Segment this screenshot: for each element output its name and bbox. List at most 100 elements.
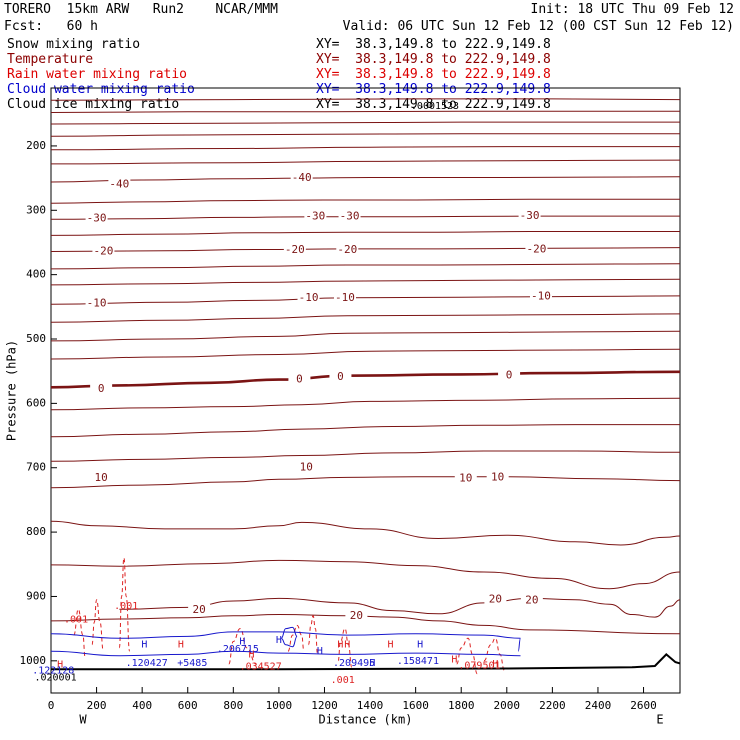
- legend-cloud-ice-name: Cloud ice mixing ratio: [7, 97, 180, 112]
- x-tick-label: 0: [48, 699, 55, 712]
- isotherm-line: [50, 559, 681, 590]
- y-tick-label: 900: [26, 589, 46, 602]
- cloud-water-contour: [50, 631, 521, 652]
- x-tick-label: 1000: [266, 699, 293, 712]
- isotherm-label: 20: [350, 609, 363, 622]
- contour-label-bg: [529, 290, 552, 303]
- rain-contour: [337, 628, 353, 668]
- snow-label: .020001: [34, 673, 76, 684]
- x-tick-label: 800: [223, 699, 243, 712]
- isotherm-line: [50, 230, 680, 236]
- x-tick-label: 2600: [630, 699, 657, 712]
- rain-contour: [118, 557, 131, 652]
- isotherm-line: [50, 146, 680, 151]
- isotherm-line: [50, 215, 680, 220]
- contour-label-bg: [108, 178, 131, 191]
- valid-time: Valid: 06 UTC Sun 12 Feb 12 (00 CST Sun …: [342, 19, 734, 34]
- isotherm-label: 20: [489, 593, 502, 606]
- rain-contour: [456, 637, 478, 675]
- contour-label-bg: [498, 369, 521, 382]
- rain-label: H: [337, 640, 343, 651]
- contour-label-bg: [297, 291, 320, 304]
- isotherm-label: -40: [292, 171, 312, 184]
- legend-snow-name: Snow mixing ratio: [7, 37, 141, 52]
- rain-label: H: [388, 640, 394, 651]
- cloud-water-label: .158471: [397, 656, 439, 667]
- isotherm-line: [50, 330, 681, 342]
- isotherm-label: -30: [340, 210, 360, 223]
- isotherm-line: [50, 520, 681, 546]
- contour-label-bg: [90, 472, 113, 485]
- contour-label-bg: [295, 461, 318, 474]
- contour-label-bg: [188, 603, 211, 616]
- contour-label-bg: [338, 210, 361, 223]
- isotherm-line: [50, 397, 681, 411]
- isotherm-label: -20: [285, 243, 305, 256]
- x-tick-label: 200: [87, 699, 107, 712]
- legend-cloud-ice-xy: XY= 38.3,149.8 to 222.9,149.8: [316, 97, 551, 112]
- x-tick-label: 1200: [311, 699, 338, 712]
- rain-label: H: [249, 649, 255, 660]
- y-tick-label: 800: [26, 525, 46, 538]
- init-time: Init: 18 UTC Thu 09 Feb 12: [530, 2, 735, 17]
- isotherm-line: [50, 450, 681, 462]
- x-tick-label: 2400: [585, 699, 612, 712]
- x-tick-label: 400: [132, 699, 152, 712]
- isotherm-label: 10: [95, 471, 108, 484]
- isotherm-label: 10: [491, 470, 504, 483]
- legend-cloud-water-xy: XY= 38.3,149.8 to 222.9,149.8: [316, 82, 551, 97]
- isotherm-label: 10: [459, 472, 472, 485]
- cloud-water-label: H: [417, 640, 423, 651]
- isotherm-label: -10: [531, 290, 551, 303]
- cloud-water-label: .122128: [32, 665, 74, 676]
- y-tick-label: 600: [26, 396, 46, 409]
- cloud-water-label: H: [317, 646, 323, 657]
- y-tick-label: 700: [26, 461, 46, 474]
- contour-label-bg: [520, 594, 543, 607]
- contour-label-bg: [486, 471, 509, 484]
- x-tick-label: 1400: [357, 699, 384, 712]
- legend-snow-xy: XY= 38.3,149.8 to 222.9,149.8: [316, 37, 551, 52]
- isotherm-label: -10: [299, 291, 319, 304]
- west-label: W: [79, 713, 87, 727]
- contour-label-bg: [525, 243, 548, 256]
- isotherm-label: 0: [337, 370, 344, 383]
- east-label: E: [656, 713, 663, 727]
- isotherm-label: 10: [300, 461, 313, 474]
- rain-label: .001: [64, 615, 88, 626]
- rain-label: H: [492, 659, 498, 670]
- x-axis-title: Distance (km): [319, 713, 413, 727]
- isotherm-line: [50, 476, 681, 489]
- y-axis-title: Pressure (hPa): [5, 340, 19, 441]
- contour-label-bg: [283, 244, 306, 257]
- isotherm-line: [50, 159, 681, 165]
- x-tick-label: 2200: [539, 699, 566, 712]
- isotherm-label: 0: [506, 369, 513, 382]
- isotherm-line: [50, 278, 681, 286]
- legend-cloud-water-name: Cloud water mixing ratio: [7, 82, 195, 97]
- isotherm-label: 20: [193, 603, 206, 616]
- isotherm-label: -20: [337, 243, 357, 256]
- rain-label: .034527: [240, 662, 282, 673]
- rain-label: .079501: [458, 660, 500, 671]
- x-tick-label: 600: [178, 699, 198, 712]
- rain-label: .001: [114, 601, 138, 612]
- contour-label-bg: [85, 212, 108, 225]
- cloud-water-contour: [50, 650, 521, 657]
- isotherm-line: [50, 424, 680, 438]
- isotherm-line: [50, 348, 681, 360]
- isotherm-label: 0: [98, 382, 105, 395]
- isotherm-label: -30: [520, 209, 540, 222]
- isotherm-label: 20: [525, 593, 538, 606]
- contour-label-bg: [345, 609, 368, 622]
- isotherm-line: [50, 110, 680, 113]
- isotherm-line: [50, 313, 681, 323]
- legend-rain-name: Rain water mixing ratio: [7, 67, 188, 82]
- legend-temperature-xy: XY= 38.3,149.8 to 222.9,149.8: [316, 52, 551, 67]
- rain-label: H: [344, 640, 350, 651]
- contour-label-bg: [329, 370, 352, 383]
- isotherm-label: 0: [296, 373, 303, 386]
- cloud-water-label: H: [369, 658, 375, 669]
- isotherm-line: [50, 247, 681, 252]
